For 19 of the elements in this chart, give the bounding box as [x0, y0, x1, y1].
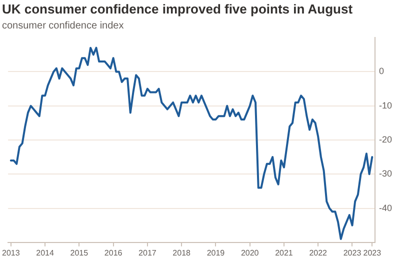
y-tick-label: -30 [378, 168, 392, 179]
y-tick-label: -20 [378, 134, 392, 144]
x-tick-label: 2018 [172, 248, 192, 258]
x-tick-label: 2020 [240, 248, 260, 258]
x-tick-label: 2013 [2, 248, 20, 258]
x-tick-label: 2023 [343, 248, 362, 258]
x-tick-label: 2016 [104, 248, 123, 258]
x-tick-label: 2022 [309, 248, 328, 258]
y-tick-label: -40 [378, 202, 392, 213]
x-tick-label: 2023 [363, 248, 382, 258]
x-tick-label: 2017 [138, 248, 157, 258]
y-tick-label: -10 [378, 100, 392, 110]
x-tick-label: 2021 [275, 248, 294, 258]
y-tick-label: 0 [378, 66, 384, 76]
x-tick-label: 2019 [206, 248, 226, 258]
chart-title: UK consumer confidence improved five points in August [2, 1, 354, 16]
chart-subtitle: consumer confidence index [2, 20, 124, 32]
x-tick-label: 2015 [70, 248, 89, 258]
x-tick-label: 2014 [36, 248, 54, 258]
